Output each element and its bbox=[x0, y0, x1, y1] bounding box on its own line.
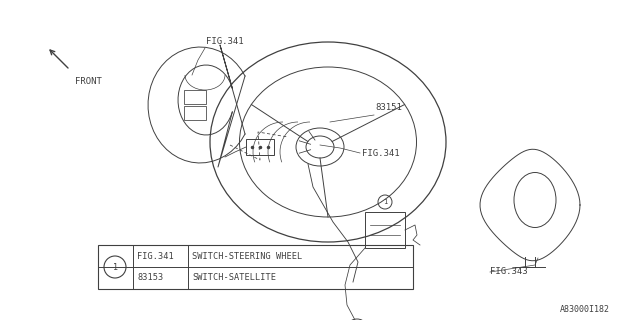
Text: FIG.341: FIG.341 bbox=[206, 37, 244, 46]
Text: FIG.341: FIG.341 bbox=[137, 252, 173, 261]
Bar bbox=[365, 212, 405, 248]
Text: 1: 1 bbox=[383, 199, 387, 205]
Bar bbox=[246, 139, 274, 155]
Text: FIG.343: FIG.343 bbox=[490, 268, 527, 276]
Text: A83000I182: A83000I182 bbox=[560, 306, 610, 315]
Text: FIG.341: FIG.341 bbox=[362, 148, 399, 157]
Text: 1: 1 bbox=[113, 262, 118, 271]
Bar bbox=[98, 245, 413, 289]
Text: FRONT: FRONT bbox=[75, 77, 102, 86]
Text: SWITCH-SATELLITE: SWITCH-SATELLITE bbox=[192, 273, 276, 282]
Text: 83153: 83153 bbox=[137, 273, 163, 282]
Text: 83151: 83151 bbox=[375, 103, 402, 113]
Text: SWITCH-STEERING WHEEL: SWITCH-STEERING WHEEL bbox=[192, 252, 302, 261]
